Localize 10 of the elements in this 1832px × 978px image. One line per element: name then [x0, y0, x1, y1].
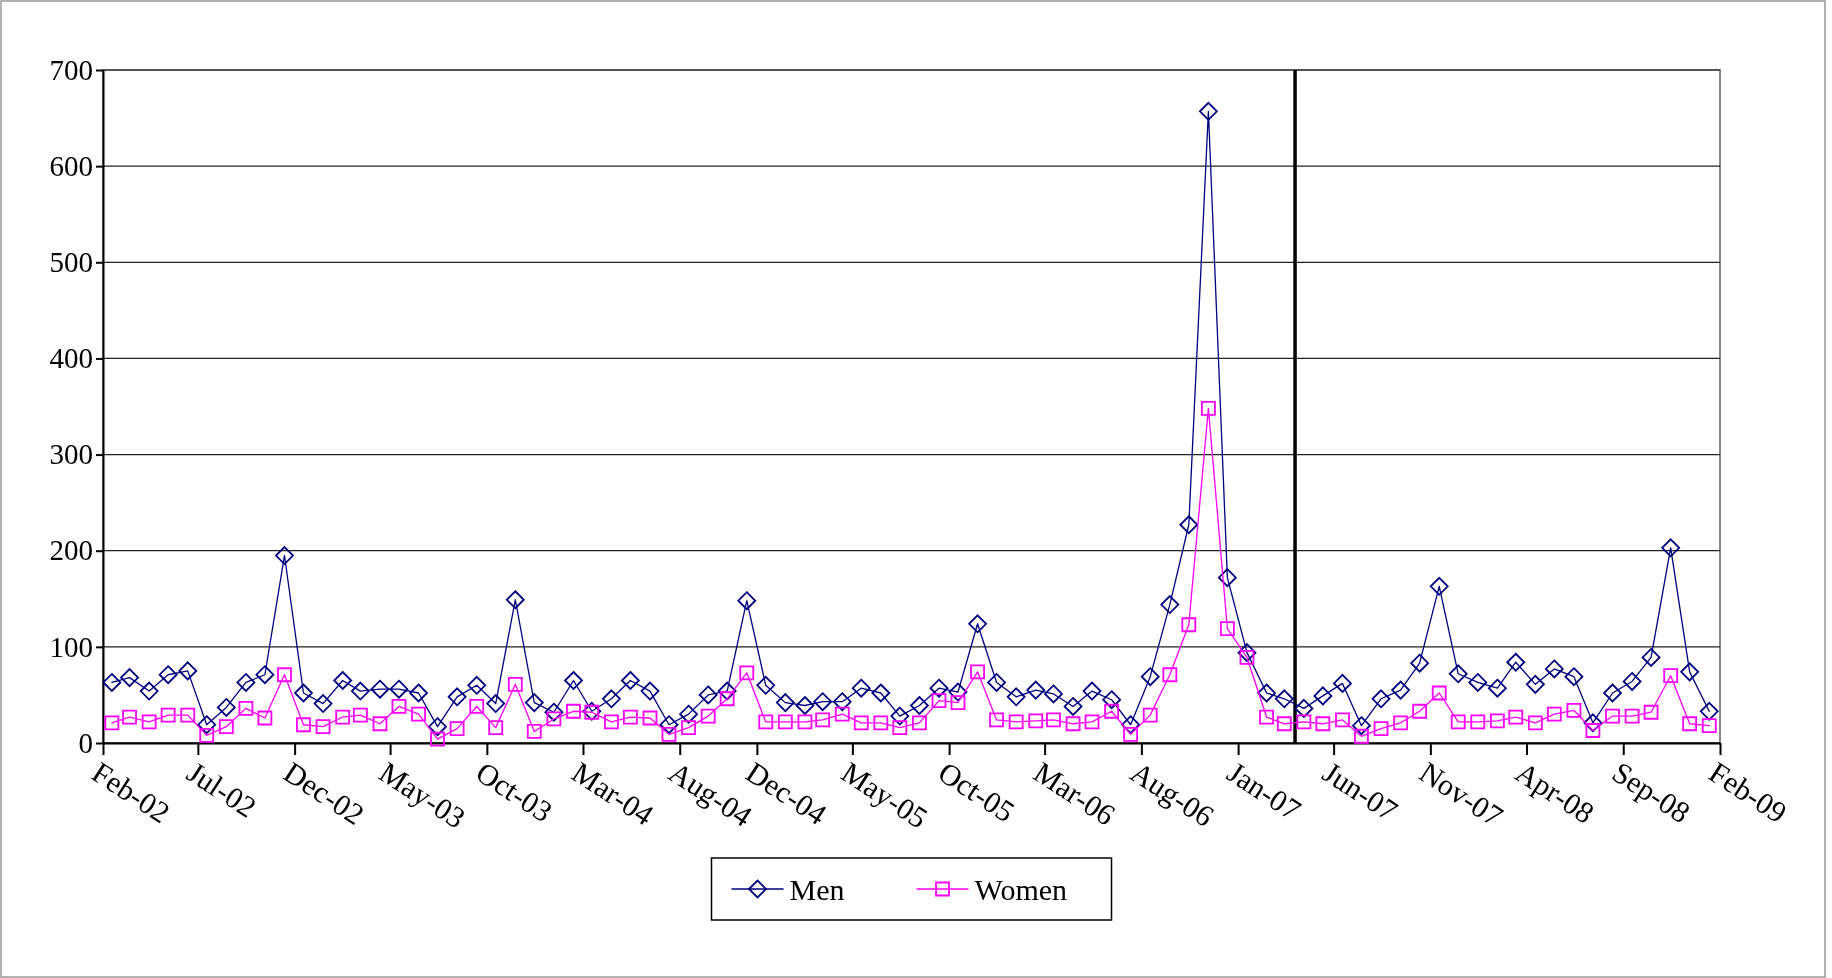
y-tick-label: 0: [78, 726, 93, 759]
legend-label: Women: [974, 872, 1068, 906]
y-tick-label: 300: [49, 438, 93, 471]
y-tick-label: 600: [49, 149, 93, 182]
y-tick-label: 700: [49, 53, 93, 86]
legend-label: Men: [789, 872, 845, 906]
y-tick-label: 100: [49, 630, 93, 663]
y-tick-label: 200: [49, 534, 93, 567]
y-tick-label: 400: [49, 342, 93, 375]
y-tick-label: 500: [49, 246, 93, 279]
